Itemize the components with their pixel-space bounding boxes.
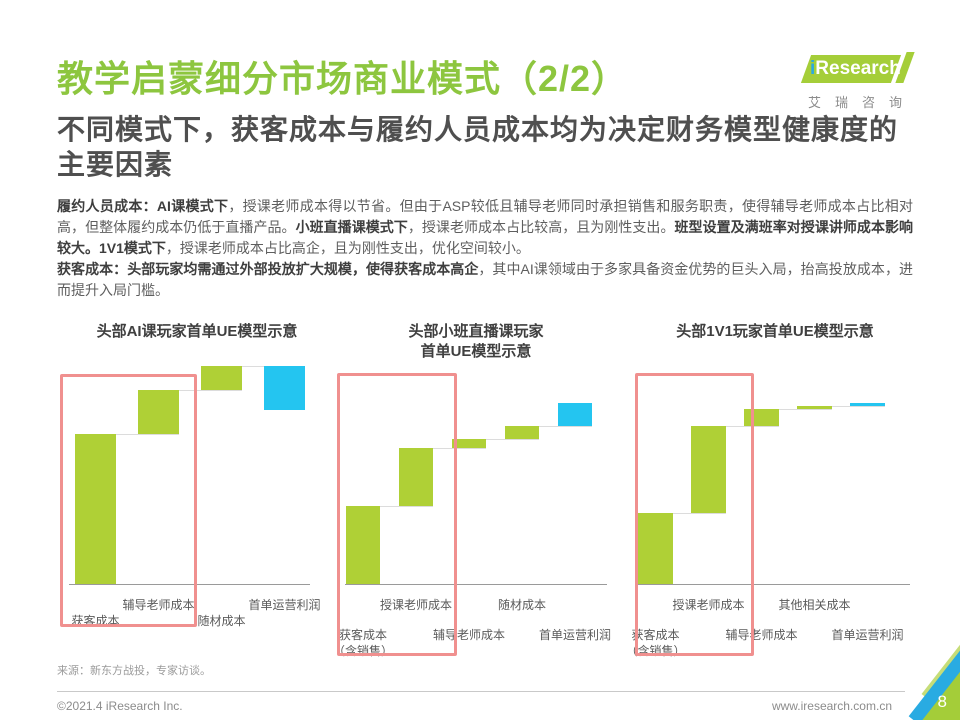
axis-line xyxy=(638,584,910,585)
bar-label-line: 首单运营利润 xyxy=(538,628,611,642)
axis-line xyxy=(345,584,607,585)
waterfall-bar-cost xyxy=(797,405,832,410)
chart-title-line: 头部1V1玩家首单UE模型示意 xyxy=(676,323,874,340)
bar-label-line: 随材成本 xyxy=(197,614,246,628)
body-text: 履约人员成本：AI课模式下，授课老师成本得以节省。但由于ASP较低且辅导老师同时… xyxy=(57,196,913,301)
connector-line xyxy=(433,448,486,449)
waterfall-bar-cost xyxy=(346,506,380,584)
bar-label-line: 首单运营利润 xyxy=(248,598,321,612)
bar-label: 随材成本 xyxy=(157,613,287,629)
logo-wordmark: Research xyxy=(815,58,901,79)
bar-label: 首单运营利润 xyxy=(220,597,350,613)
chart-title: 头部1V1玩家首单UE模型示意 xyxy=(625,322,925,342)
bar-label-line: 获客成本 xyxy=(631,628,680,642)
body-run: ，授课老师成本占比较高，且为刚性支出。 xyxy=(407,219,675,235)
bar-label: 辅导老师成本 xyxy=(697,627,827,643)
bar-label: 首单运营利润 xyxy=(510,627,640,643)
footer-divider xyxy=(57,691,905,692)
waterfall-bar-cost xyxy=(638,513,673,584)
bar-label-line: 获客成本 xyxy=(338,628,387,642)
bar-label: 授课老师成本 xyxy=(351,597,481,613)
body-paragraph: 获客成本：头部玩家均需通过外部投放扩大规模，使得获客成本高企，其中AI课领域由于… xyxy=(57,259,913,301)
waterfall-bar-profit xyxy=(850,403,885,406)
iresearch-logo-text: iResearch xyxy=(810,58,901,80)
connector-line xyxy=(179,390,242,391)
body-run: ，其中AI课领域由于多家具备资金优势的巨头入局，抬高投放成本，进而提升入局门槛。 xyxy=(57,261,913,298)
bar-label: 辅导老师成本 xyxy=(404,627,534,643)
bar-label-line: 随材成本 xyxy=(497,598,546,612)
connector-line xyxy=(539,426,592,427)
chart-title: 头部AI课玩家首单UE模型示意 xyxy=(57,322,337,342)
bar-label: 其他相关成本 xyxy=(750,597,880,613)
waterfall-bar-profit xyxy=(264,366,305,410)
axis-line xyxy=(69,584,310,585)
highlight-box xyxy=(635,373,754,656)
connector-line xyxy=(380,506,433,507)
waterfall-bar-cost xyxy=(138,389,179,434)
body-run-bold: 获客成本：头部玩家均需通过外部投放扩大规模，使得获客成本高企 xyxy=(57,261,479,277)
logo-letter-i: i xyxy=(810,58,816,79)
chart-title: 头部小班直播课玩家 首单UE模型示意 xyxy=(330,322,622,362)
website-text: www.iresearch.com.cn xyxy=(771,699,892,713)
waterfall-bar-cost xyxy=(399,448,433,507)
waterfall-bar-cost xyxy=(505,425,539,440)
highlight-box xyxy=(337,373,457,656)
waterfall-bar-cost xyxy=(691,425,726,514)
chart-ai-course-ue: 头部AI课玩家首单UE模型示意 获客成本 辅导老师成本 随材成本 首单运营利润 xyxy=(57,320,337,670)
body-run-bold: 小班直播课模式下 xyxy=(295,219,408,235)
chart-1v1-ue: 头部1V1玩家首单UE模型示意 获客成本 （含销售） 授课老师成本 辅导老师成本 其他相… xyxy=(625,320,925,670)
body-run: ，授课老师成本得以节省。但由于ASP较低且辅导老师同时承担销售和服务职责，使得辅… xyxy=(57,198,914,235)
bar-label-line: 其他相关成本 xyxy=(778,598,851,612)
connector-line xyxy=(673,513,726,514)
connector-line xyxy=(779,409,832,410)
bar-label: 首单运营利润 xyxy=(803,627,933,643)
waterfall-bar-cost xyxy=(452,439,486,449)
corner-decoration xyxy=(890,640,960,720)
waterfall-bar-cost xyxy=(201,366,242,390)
chart-small-class-live-ue: 头部小班直播课玩家 首单UE模型示意 获客成本 （含销售） 授课老师成本 辅导老师成本随… xyxy=(330,320,622,670)
connector-line xyxy=(832,406,885,407)
source-note: 来源：新东方战投，专家访谈。 xyxy=(57,665,211,677)
bar-label: 辅导老师成本 xyxy=(94,597,224,613)
page-subtitle: 不同模式下，获客成本与履约人员成本均为决定财务模型健康度的主要因素 xyxy=(57,114,899,180)
waterfall-bar-cost xyxy=(75,433,116,584)
connector-line xyxy=(116,434,179,435)
iresearch-logo-chinese: 艾瑞咨询 xyxy=(808,95,917,110)
bar-label-line: 辅导老师成本 xyxy=(725,628,798,642)
body-run: ，授课老师成本占比高企，且为刚性支出，优化空间较小。 xyxy=(165,240,530,256)
body-paragraph: 履约人员成本：AI课模式下，授课老师成本得以节省。但由于ASP较低且辅导老师同时… xyxy=(57,196,913,259)
chart-title-line: 首单UE模型示意 xyxy=(420,343,532,360)
chart-title-line: 头部AI课玩家首单UE模型示意 xyxy=(96,323,298,340)
bar-label-line: 首单运营利润 xyxy=(831,628,904,642)
highlight-box xyxy=(60,374,197,627)
bar-label: 授课老师成本 xyxy=(644,597,774,613)
chart-title-line: 头部小班直播课玩家 xyxy=(408,323,544,340)
page-title: 教学启蒙细分市场商业模式（2/2） xyxy=(57,58,629,99)
body-run-bold: 履约人员成本：AI课模式下 xyxy=(57,198,229,214)
copyright-text: ©2021.4 iResearch Inc. xyxy=(57,699,183,713)
bar-label-line: 授课老师成本 xyxy=(672,598,745,612)
page-number: 8 xyxy=(937,692,947,711)
body-run-bold: 班型设置及满班率对授课讲师成本影响较大。1V1模式下 xyxy=(57,219,914,256)
bar-label-line: 辅导老师成本 xyxy=(432,628,505,642)
bar-label-line: 辅导老师成本 xyxy=(122,598,195,612)
waterfall-bar-profit xyxy=(558,403,592,426)
connector-line xyxy=(486,439,539,440)
bar-label: 随材成本 xyxy=(457,597,587,613)
bar-label-line: 授课老师成本 xyxy=(379,598,452,612)
